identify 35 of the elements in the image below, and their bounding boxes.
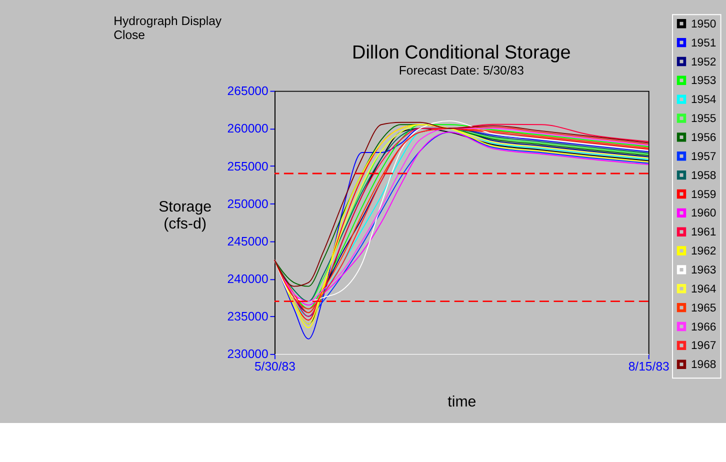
legend-label: 1955 — [690, 113, 716, 126]
legend-label: 1950 — [690, 18, 716, 30]
legend-label: 1954 — [690, 94, 716, 106]
x-axis-title: time — [448, 393, 476, 410]
legend-label: 1963 — [690, 264, 716, 276]
y-tick-label: 235000 — [227, 310, 268, 324]
y-tick-label: 250000 — [227, 196, 268, 211]
legend-label: 1966 — [690, 321, 716, 334]
x-tick-label: 5/30/83 — [254, 360, 296, 374]
legend-label: 1957 — [690, 150, 716, 163]
y-tick-label: 230000 — [227, 347, 268, 362]
legend-label: 1967 — [690, 340, 716, 352]
legend-label: 1952 — [690, 56, 716, 68]
y-tick-label: 265000 — [227, 84, 268, 98]
legend-label: 1968 — [690, 359, 716, 372]
y-tick-label: 255000 — [227, 159, 268, 174]
chart-subtitle: Forecast Date: 5/30/83 — [398, 64, 524, 78]
legend-label: 1964 — [690, 283, 716, 296]
y-axis-title: Storage (cfs-d) — [158, 198, 212, 233]
legend-label: 1953 — [690, 75, 716, 88]
text: Hydrograph Display — [114, 14, 222, 28]
legend-label: 1959 — [690, 188, 716, 201]
legend-label: 1965 — [690, 302, 716, 314]
legend-label: 1958 — [690, 170, 716, 182]
y-tick-label: 260000 — [227, 122, 268, 136]
legend-label: 1962 — [690, 246, 716, 258]
y-tick-label: 240000 — [227, 272, 268, 286]
y-tick-label: 245000 — [227, 234, 268, 248]
legend-label: 1961 — [690, 226, 716, 239]
text: Close — [114, 28, 146, 42]
legend-label: 1956 — [690, 132, 716, 144]
legend-label: 1960 — [690, 208, 716, 220]
chart-title: Dillon Conditional Storage — [352, 42, 571, 64]
x-tick-label: 8/15/83 — [628, 360, 670, 374]
legend-label: 1951 — [690, 37, 716, 50]
